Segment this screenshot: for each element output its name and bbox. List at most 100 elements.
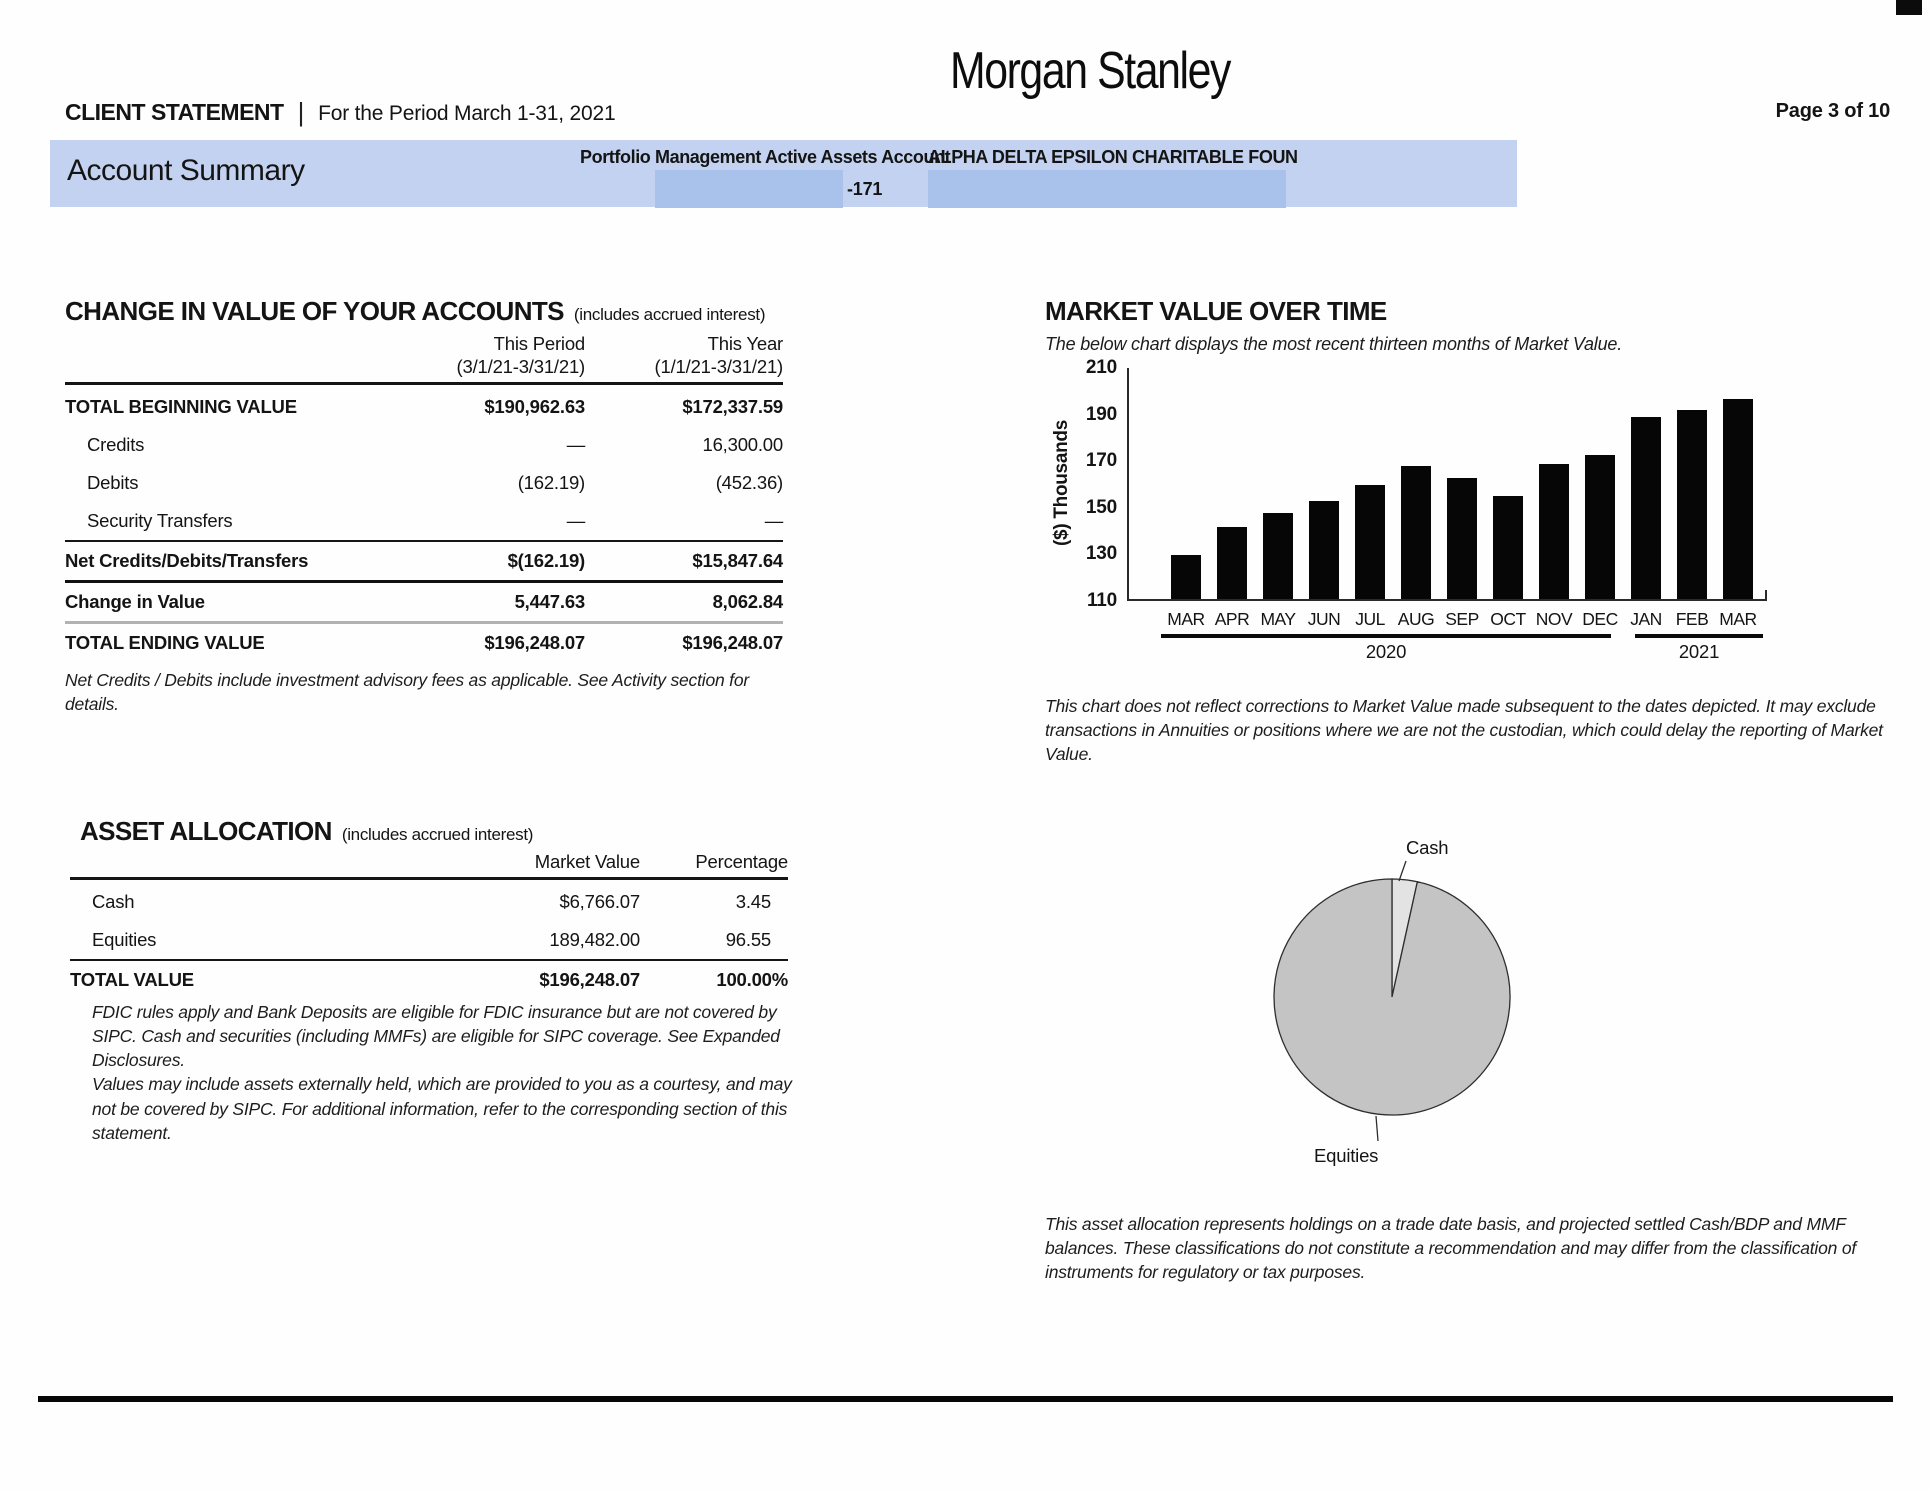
col-this-period-dates: (3/1/21-3/31/21) bbox=[456, 356, 586, 378]
account-type-block: Portfolio Management Active Assets Accou… bbox=[580, 147, 951, 208]
y-axis-ticks: 210 190 170 150 130 110 bbox=[1073, 357, 1127, 611]
y-tick-label: 130 bbox=[1085, 543, 1117, 565]
pie-label-cash: Cash bbox=[1406, 837, 1449, 858]
x-tick-label: FEB bbox=[1675, 609, 1709, 629]
bar-feb-11 bbox=[1677, 410, 1707, 599]
scan-corner-mark bbox=[1896, 0, 1922, 15]
statement-title: CLIENT STATEMENT bbox=[65, 99, 284, 125]
market-value-subtitle: The below chart displays the most recent… bbox=[1045, 334, 1623, 354]
year-label-2020: 2020 bbox=[1365, 641, 1407, 662]
row-label: TOTAL ENDING VALUE bbox=[65, 632, 265, 654]
col-this-year: This Year bbox=[707, 333, 784, 354]
y-tick-label: 170 bbox=[1085, 450, 1117, 472]
row-year-value: $15,847.64 bbox=[692, 550, 783, 572]
statement-period: For the Period March 1-31, 2021 bbox=[318, 102, 616, 125]
market-value-title: MARKET VALUE OVER TIME bbox=[1045, 296, 1387, 326]
equities-leader-line bbox=[1375, 1115, 1379, 1142]
bar-mar-12 bbox=[1723, 398, 1753, 599]
x-tick-label: JUN bbox=[1307, 609, 1341, 629]
row-percentage: 96.55 bbox=[725, 929, 771, 951]
x-tick-label: JUL bbox=[1355, 609, 1385, 629]
asset-allocation-footnote: FDIC rules apply and Bank Deposits are e… bbox=[92, 1000, 797, 1145]
cash-leader-line bbox=[1398, 860, 1407, 882]
change-in-value-table: This Period (3/1/21-3/31/21) This Year (… bbox=[65, 332, 783, 662]
year-group-line-2020 bbox=[1161, 634, 1611, 638]
row-period-value: 5,447.63 bbox=[514, 591, 586, 613]
bar-jun-3 bbox=[1309, 501, 1339, 599]
table-row: Cash $6,766.07 3.45 bbox=[70, 880, 788, 921]
x-tick-label: APR bbox=[1214, 609, 1250, 629]
change-in-value-heading: CHANGE IN VALUE OF YOUR ACCOUNTS (includ… bbox=[65, 296, 765, 327]
row-label: Equities bbox=[92, 929, 157, 951]
account-number-suffix: -171 bbox=[847, 178, 883, 199]
section-subtitle: (includes accrued interest) bbox=[341, 825, 534, 844]
row-label: Change in Value bbox=[65, 591, 205, 613]
bottom-rule bbox=[38, 1396, 1893, 1402]
col-percentage: Percentage bbox=[695, 851, 788, 872]
section-title: ASSET ALLOCATION bbox=[80, 816, 332, 846]
row-period-value: $190,962.63 bbox=[484, 396, 585, 418]
row-year-value: $172,337.59 bbox=[682, 396, 783, 418]
market-value-footnote: This chart does not reflect corrections … bbox=[1045, 696, 1883, 765]
y-axis-label: ($) Thousands bbox=[1051, 420, 1072, 546]
row-label: TOTAL BEGINNING VALUE bbox=[65, 396, 297, 418]
x-tick-label: OCT bbox=[1490, 609, 1526, 629]
row-label: Net Credits/Debits/Transfers bbox=[65, 550, 309, 572]
pie-slice-equities bbox=[1273, 878, 1511, 1116]
table-row: Security Transfers — — bbox=[65, 502, 784, 543]
row-market-value: 189,482.00 bbox=[549, 929, 640, 951]
col-this-year-dates: (1/1/21-3/31/21) bbox=[654, 356, 784, 378]
table-header-row: This Period (3/1/21-3/31/21) This Year (… bbox=[65, 332, 784, 386]
table-row: Equities 189,482.00 96.55 bbox=[70, 921, 788, 962]
account-name-label: ALPHA DELTA EPSILON CHARITABLE FOUN bbox=[928, 147, 1298, 167]
header-separator: | bbox=[297, 97, 305, 127]
bar-nov-8 bbox=[1539, 463, 1569, 599]
asset-allocation-heading: ASSET ALLOCATION (includes accrued inter… bbox=[80, 816, 533, 847]
bar-jan-10 bbox=[1631, 417, 1661, 599]
row-period-value: — bbox=[566, 510, 586, 532]
y-tick-label: 110 bbox=[1086, 590, 1117, 611]
table-row: TOTAL BEGINNING VALUE $190,962.63 $172,3… bbox=[65, 385, 783, 426]
row-period-value: (162.19) bbox=[517, 472, 586, 494]
x-tick-label: MAY bbox=[1260, 609, 1296, 629]
row-year-value: — bbox=[764, 510, 784, 532]
y-tick-label: 210 bbox=[1085, 357, 1117, 378]
bar-plot-area: MAR APR MAY JUN JUL AUG SEP OCT NOV DEC JAN FEB MAR 2… bbox=[1127, 368, 1767, 662]
row-year-value: $196,248.07 bbox=[682, 632, 783, 654]
footnote-paragraph: Values may include assets externally hel… bbox=[92, 1074, 792, 1143]
row-label: Cash bbox=[92, 891, 135, 913]
market-value-bar-chart: ($) Thousands 210 190 170 150 130 110 MAR APR M… bbox=[1045, 357, 1767, 662]
table-row: Change in Value 5,447.63 8,062.84 bbox=[65, 583, 783, 625]
row-period-value: $196,248.07 bbox=[484, 632, 585, 654]
row-percentage: 100.00% bbox=[716, 969, 788, 991]
bar-jul-4 bbox=[1355, 484, 1385, 599]
account-type-label: Portfolio Management Active Assets Accou… bbox=[580, 147, 951, 167]
bar-oct-7 bbox=[1493, 496, 1523, 599]
table-row: Credits — 16,300.00 bbox=[65, 426, 783, 464]
bar-may-2 bbox=[1263, 512, 1293, 599]
row-year-value: 16,300.00 bbox=[702, 434, 783, 456]
section-title: CHANGE IN VALUE OF YOUR ACCOUNTS bbox=[65, 296, 565, 326]
change-in-value-footnote: Net Credits / Debits include investment … bbox=[65, 670, 749, 715]
x-tick-label: JAN bbox=[1630, 609, 1662, 629]
table-row: TOTAL VALUE $196,248.07 100.00% bbox=[70, 961, 788, 999]
row-market-value: $196,248.07 bbox=[539, 969, 640, 991]
redacted-account-number bbox=[655, 170, 843, 208]
page-number: Page 3 of 10 bbox=[1775, 100, 1891, 122]
page-title: Account Summary bbox=[67, 154, 305, 187]
year-label-2021: 2021 bbox=[1678, 641, 1720, 662]
bar-dec-9 bbox=[1585, 454, 1615, 599]
account-summary-banner: Account Summary Portfolio Management Act… bbox=[50, 140, 1517, 208]
table-row: Net Credits/Debits/Transfers $(162.19) $… bbox=[65, 542, 783, 584]
row-label: Security Transfers bbox=[87, 510, 233, 532]
col-this-period: This Period bbox=[493, 333, 586, 354]
bar-aug-5 bbox=[1401, 466, 1431, 599]
x-tick-label: NOV bbox=[1535, 609, 1573, 629]
x-tick-label: AUG bbox=[1397, 609, 1435, 629]
y-tick-label: 190 bbox=[1085, 403, 1117, 425]
statement-header: CLIENT STATEMENT | For the Period March … bbox=[65, 96, 616, 127]
row-period-value: — bbox=[566, 434, 586, 456]
row-year-value: (452.36) bbox=[715, 472, 784, 494]
table-header-row: Market Value Percentage bbox=[70, 850, 788, 881]
